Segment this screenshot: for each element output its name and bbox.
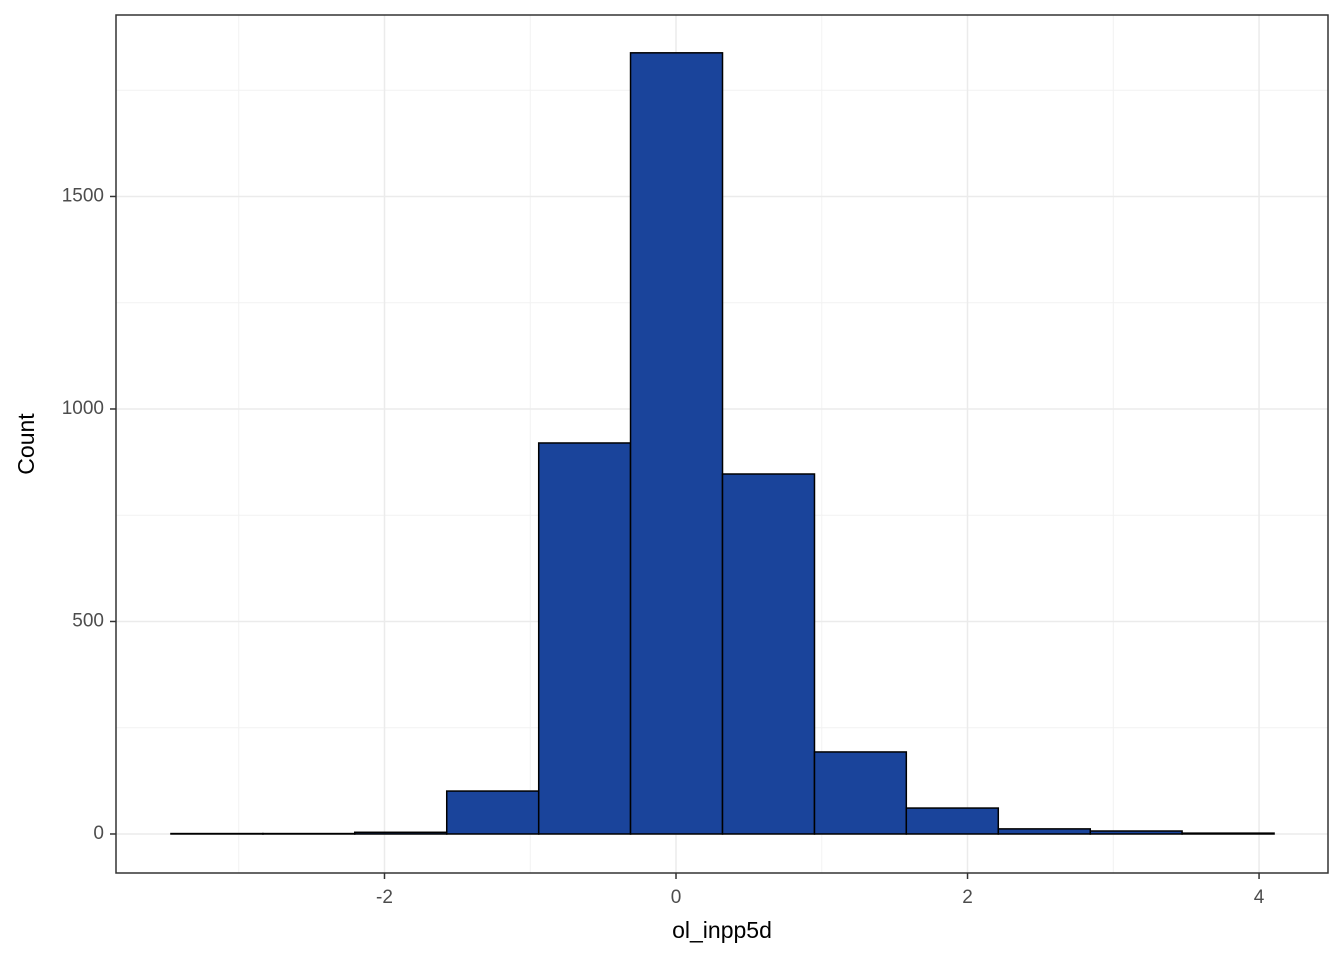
x-axis-label: ol_inpp5d: [672, 917, 772, 943]
y-axis-label: Count: [13, 413, 39, 475]
bar: [631, 53, 723, 834]
bar: [1090, 831, 1182, 834]
bar: [355, 832, 447, 834]
y-tick-label: 0: [93, 823, 104, 844]
bar: [998, 829, 1090, 834]
bar: [1182, 833, 1274, 834]
bar: [906, 808, 998, 834]
y-tick-label: 1000: [62, 398, 104, 419]
x-tick-label: 4: [1254, 887, 1265, 908]
x-tick-label: -2: [376, 887, 393, 908]
bar: [814, 752, 906, 834]
bar: [723, 474, 815, 834]
x-tick-label: 2: [962, 887, 973, 908]
y-tick-label: 1500: [62, 185, 104, 206]
bar: [539, 443, 631, 834]
bar: [447, 791, 539, 834]
x-tick-label: 0: [671, 887, 682, 908]
y-tick-label: 500: [72, 610, 104, 631]
